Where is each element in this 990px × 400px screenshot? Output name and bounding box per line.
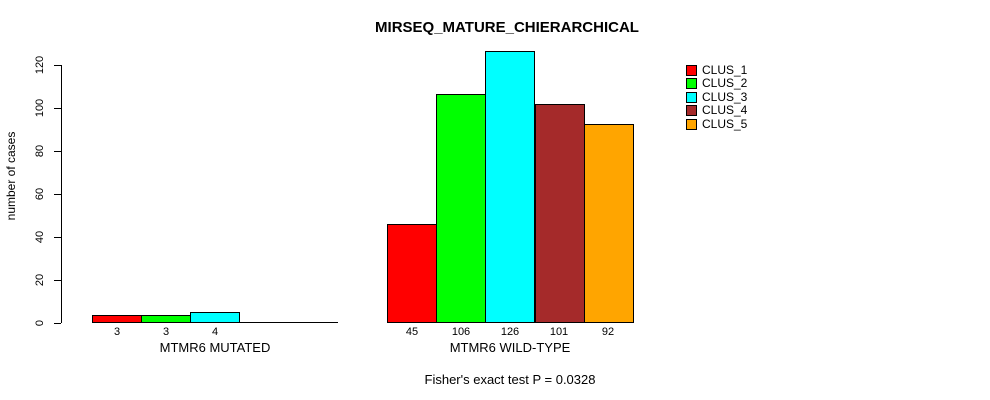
y-tick-label: 0 <box>34 319 46 327</box>
y-axis-line <box>61 65 62 323</box>
group-label: MTMR6 WILD-TYPE <box>449 340 571 355</box>
legend-swatch-clus_5 <box>686 119 697 130</box>
y-tick-label: 40 <box>34 230 46 244</box>
y-tick <box>54 194 61 195</box>
y-tick <box>54 323 61 324</box>
y-tick <box>54 237 61 238</box>
legend-swatch-clus_4 <box>686 105 697 116</box>
legend-swatch-clus_2 <box>686 78 697 89</box>
bar-value-label: 3 <box>113 326 121 338</box>
bar-clus_2 <box>141 315 191 323</box>
y-tick-label: 120 <box>34 55 46 75</box>
y-axis-label: number of cases <box>4 131 18 221</box>
bar-value-label: 92 <box>601 326 615 338</box>
legend-label-clus_5: CLUS_5 <box>702 117 748 131</box>
bar-value-label: 126 <box>500 326 520 338</box>
y-tick <box>54 151 61 152</box>
y-tick-label: 20 <box>34 273 46 287</box>
bar-value-label: 45 <box>405 326 419 338</box>
y-tick <box>54 65 61 66</box>
y-tick <box>54 108 61 109</box>
chart-title: MIRSEQ_MATURE_CHIERARCHICAL <box>375 19 639 36</box>
y-tick-label: 80 <box>34 144 46 158</box>
bar-clus_5 <box>584 124 634 323</box>
y-tick-label: 100 <box>34 98 46 118</box>
bar-value-label: 101 <box>549 326 569 338</box>
legend-label-clus_4: CLUS_4 <box>702 103 748 117</box>
legend-label-clus_3: CLUS_3 <box>702 90 748 104</box>
bar-value-label: 4 <box>211 326 219 338</box>
bar-clus_1 <box>387 224 437 323</box>
bar-value-label: 3 <box>162 326 170 338</box>
bar-clus_4 <box>535 104 585 323</box>
bar-clus_3 <box>190 312 240 323</box>
group-label: MTMR6 MUTATED <box>159 340 271 355</box>
legend-label-clus_2: CLUS_2 <box>702 76 748 90</box>
legend-swatch-clus_1 <box>686 65 697 76</box>
bar-value-label: 106 <box>451 326 471 338</box>
y-tick-label: 60 <box>34 187 46 201</box>
bar-clus_2 <box>436 94 486 323</box>
bar-clus_3 <box>485 51 535 323</box>
y-tick <box>54 280 61 281</box>
bar-clus_1 <box>92 315 142 323</box>
legend-swatch-clus_3 <box>686 92 697 103</box>
annotation-text: Fisher's exact test P = 0.0328 <box>424 372 596 387</box>
legend-label-clus_1: CLUS_1 <box>702 63 748 77</box>
